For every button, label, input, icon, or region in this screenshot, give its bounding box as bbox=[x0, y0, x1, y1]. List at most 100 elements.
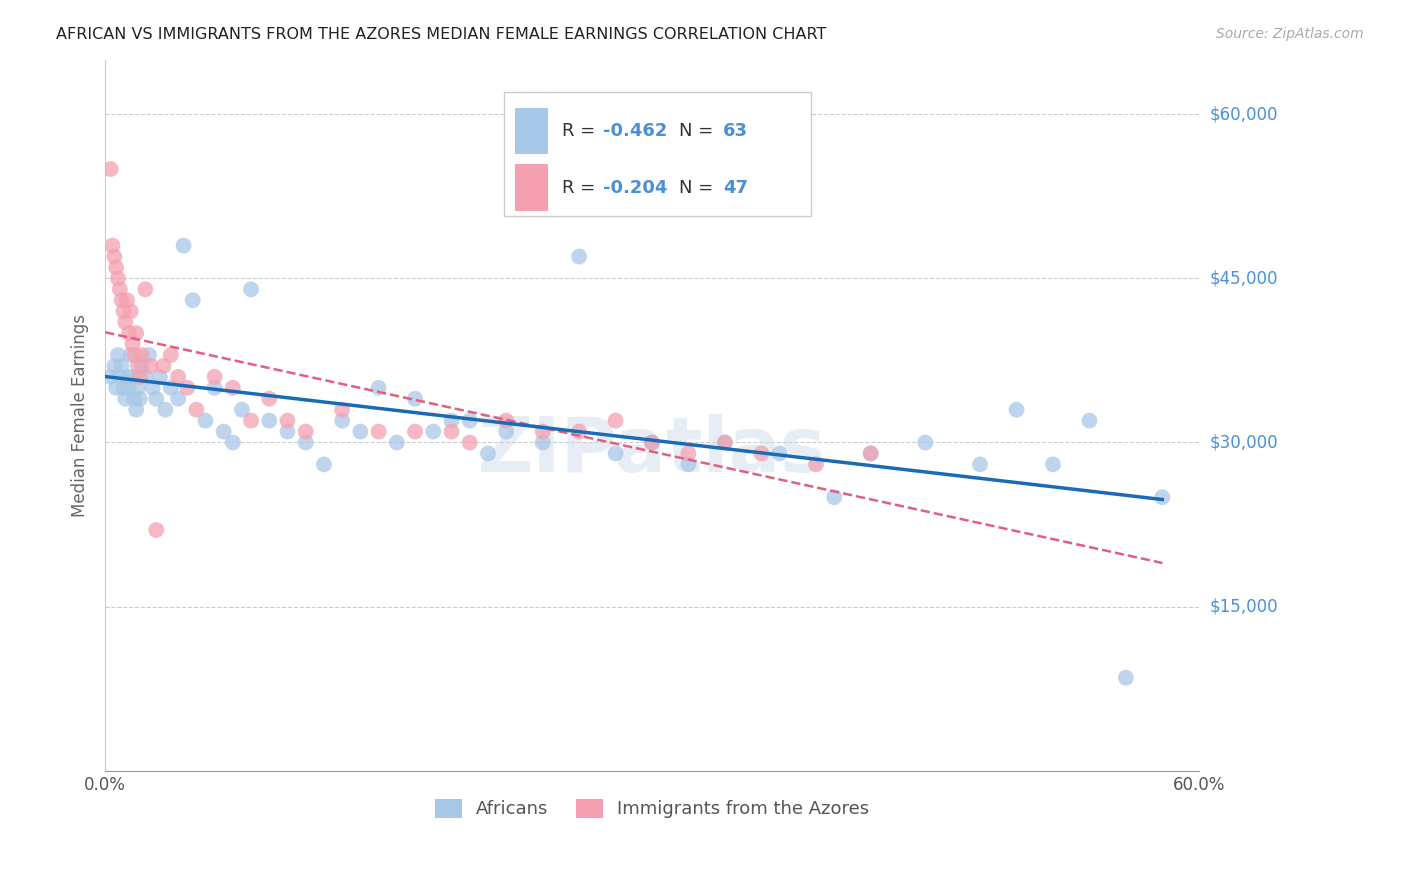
Point bbox=[969, 458, 991, 472]
Text: -0.204: -0.204 bbox=[603, 178, 668, 196]
Point bbox=[477, 446, 499, 460]
Point bbox=[257, 414, 280, 428]
Text: Source: ZipAtlas.com: Source: ZipAtlas.com bbox=[1216, 27, 1364, 41]
FancyBboxPatch shape bbox=[516, 108, 548, 153]
Point bbox=[276, 414, 298, 428]
Point bbox=[422, 425, 444, 439]
Point bbox=[100, 369, 122, 384]
Point bbox=[131, 348, 153, 362]
Text: $45,000: $45,000 bbox=[1211, 269, 1278, 287]
Point bbox=[204, 381, 226, 395]
Point bbox=[105, 381, 128, 395]
Point bbox=[294, 425, 316, 439]
Point bbox=[495, 414, 517, 428]
Point bbox=[105, 260, 128, 275]
Text: AFRICAN VS IMMIGRANTS FROM THE AZORES MEDIAN FEMALE EARNINGS CORRELATION CHART: AFRICAN VS IMMIGRANTS FROM THE AZORES ME… bbox=[56, 27, 827, 42]
Point bbox=[605, 414, 627, 428]
Point bbox=[714, 435, 737, 450]
Text: R =: R = bbox=[562, 178, 602, 196]
Point bbox=[120, 304, 142, 318]
Point bbox=[173, 238, 195, 252]
Point bbox=[349, 425, 371, 439]
Point bbox=[194, 414, 217, 428]
Point bbox=[568, 425, 591, 439]
Point bbox=[804, 458, 827, 472]
Point bbox=[139, 359, 162, 373]
Point bbox=[118, 326, 141, 340]
Point bbox=[110, 293, 132, 308]
Point bbox=[103, 250, 125, 264]
Point bbox=[127, 359, 149, 373]
Text: R =: R = bbox=[562, 121, 602, 140]
Point bbox=[138, 348, 160, 362]
Point bbox=[128, 369, 150, 384]
Point bbox=[186, 402, 208, 417]
Point bbox=[108, 282, 131, 296]
Point bbox=[212, 425, 235, 439]
Point bbox=[118, 381, 141, 395]
Point bbox=[678, 446, 700, 460]
Point bbox=[167, 369, 190, 384]
Point bbox=[222, 435, 245, 450]
Point bbox=[240, 414, 263, 428]
Point bbox=[145, 523, 167, 537]
Text: $60,000: $60,000 bbox=[1211, 105, 1278, 123]
Point bbox=[134, 369, 156, 384]
Point bbox=[678, 458, 700, 472]
Point bbox=[145, 392, 167, 406]
Point bbox=[115, 293, 138, 308]
Point bbox=[1152, 490, 1174, 504]
Text: $30,000: $30,000 bbox=[1211, 434, 1278, 451]
Point bbox=[114, 392, 136, 406]
Text: 47: 47 bbox=[723, 178, 748, 196]
Point bbox=[605, 446, 627, 460]
Point bbox=[107, 348, 129, 362]
Point bbox=[134, 282, 156, 296]
Point bbox=[159, 348, 181, 362]
Point bbox=[128, 392, 150, 406]
Point bbox=[440, 414, 463, 428]
Point bbox=[124, 392, 146, 406]
Y-axis label: Median Female Earnings: Median Female Earnings bbox=[72, 314, 89, 516]
Point bbox=[121, 337, 143, 351]
FancyBboxPatch shape bbox=[516, 164, 548, 211]
Point bbox=[222, 381, 245, 395]
Point bbox=[115, 369, 138, 384]
Point bbox=[330, 414, 353, 428]
Point bbox=[107, 271, 129, 285]
Point bbox=[101, 238, 124, 252]
Point bbox=[859, 446, 882, 460]
Text: N =: N = bbox=[679, 121, 720, 140]
Point bbox=[231, 402, 253, 417]
FancyBboxPatch shape bbox=[505, 92, 811, 216]
Point bbox=[103, 359, 125, 373]
Point bbox=[859, 446, 882, 460]
Point bbox=[112, 381, 135, 395]
Point bbox=[124, 348, 146, 362]
Point bbox=[127, 381, 149, 395]
Point bbox=[641, 435, 664, 450]
Point bbox=[100, 161, 122, 176]
Point bbox=[367, 381, 389, 395]
Point bbox=[768, 446, 790, 460]
Point bbox=[404, 392, 426, 406]
Point bbox=[1042, 458, 1064, 472]
Point bbox=[131, 359, 153, 373]
Point bbox=[568, 250, 591, 264]
Point bbox=[531, 425, 554, 439]
Point bbox=[495, 425, 517, 439]
Point bbox=[531, 435, 554, 450]
Point bbox=[367, 425, 389, 439]
Point bbox=[404, 425, 426, 439]
Point bbox=[1115, 671, 1137, 685]
Point bbox=[112, 304, 135, 318]
Point bbox=[181, 293, 204, 308]
Point bbox=[751, 446, 773, 460]
Point bbox=[1005, 402, 1028, 417]
Point bbox=[204, 369, 226, 384]
Point bbox=[914, 435, 936, 450]
Point bbox=[108, 369, 131, 384]
Point bbox=[121, 369, 143, 384]
Point bbox=[152, 359, 174, 373]
Point bbox=[641, 435, 664, 450]
